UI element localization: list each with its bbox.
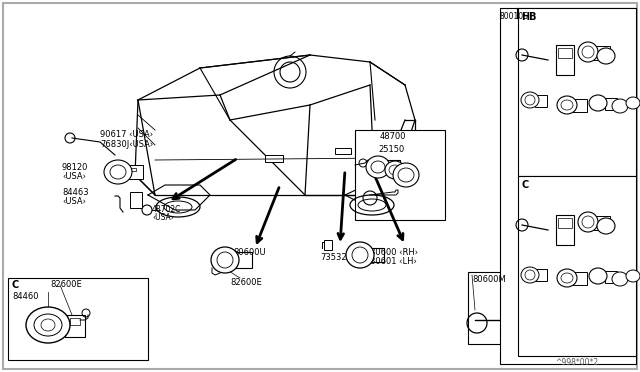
Text: 80600 ‹RH›: 80600 ‹RH› — [370, 248, 418, 257]
Text: 80600U: 80600U — [233, 248, 266, 257]
Ellipse shape — [578, 42, 598, 62]
Bar — [384, 160, 400, 174]
Text: 84463: 84463 — [62, 188, 88, 197]
Text: 48702C: 48702C — [152, 205, 181, 214]
Bar — [605, 271, 617, 283]
Text: 73532E: 73532E — [320, 253, 352, 262]
Bar — [518, 8, 636, 176]
Ellipse shape — [521, 92, 539, 108]
Bar — [573, 99, 587, 112]
Ellipse shape — [211, 247, 239, 273]
Bar — [535, 269, 547, 281]
Ellipse shape — [597, 48, 615, 64]
Text: 98120: 98120 — [62, 163, 88, 172]
Ellipse shape — [626, 97, 640, 109]
Ellipse shape — [366, 156, 390, 178]
Bar — [366, 248, 384, 262]
Ellipse shape — [557, 269, 577, 287]
Ellipse shape — [26, 307, 70, 343]
Bar — [125, 165, 143, 179]
Ellipse shape — [557, 96, 577, 114]
Bar — [355, 130, 445, 220]
Bar — [335, 148, 351, 154]
Ellipse shape — [589, 268, 607, 284]
Ellipse shape — [521, 267, 539, 283]
Bar — [594, 46, 610, 60]
Ellipse shape — [626, 270, 640, 282]
Text: 80010S: 80010S — [500, 12, 529, 21]
Text: HB: HB — [521, 12, 536, 22]
Text: 90617 ‹USA›: 90617 ‹USA› — [100, 130, 153, 139]
Bar — [535, 95, 547, 107]
Bar — [556, 215, 574, 245]
Circle shape — [142, 205, 152, 215]
Bar — [130, 192, 142, 208]
Ellipse shape — [385, 161, 405, 179]
Text: ‹USA›: ‹USA› — [62, 172, 86, 181]
Bar — [558, 48, 572, 58]
Text: 25150: 25150 — [378, 145, 404, 154]
Ellipse shape — [589, 95, 607, 111]
Bar — [65, 315, 85, 337]
Text: C: C — [12, 280, 19, 290]
Bar — [558, 218, 572, 228]
Text: 48700: 48700 — [380, 132, 406, 141]
Bar — [518, 176, 636, 356]
Ellipse shape — [393, 163, 419, 187]
Text: 84460: 84460 — [12, 292, 38, 301]
Bar — [468, 272, 568, 344]
Bar — [8, 278, 148, 360]
Bar — [500, 8, 636, 364]
Bar — [573, 272, 587, 285]
Ellipse shape — [578, 212, 598, 232]
Text: 80601 ‹LH›: 80601 ‹LH› — [370, 257, 417, 266]
Bar — [605, 98, 617, 110]
Bar — [126, 168, 136, 171]
Ellipse shape — [612, 99, 628, 113]
Text: ‹USA›: ‹USA› — [152, 213, 174, 222]
Bar — [594, 216, 610, 230]
Bar — [232, 252, 252, 268]
Text: 76830J‹USA›: 76830J‹USA› — [100, 140, 153, 149]
Text: ‹USA›: ‹USA› — [62, 197, 86, 206]
Bar — [324, 240, 332, 250]
Bar — [528, 312, 542, 328]
Text: ^998*00*2: ^998*00*2 — [555, 358, 598, 367]
Text: 82600E: 82600E — [50, 280, 82, 289]
Bar — [265, 155, 283, 162]
Bar — [556, 45, 574, 75]
Ellipse shape — [346, 242, 374, 268]
Ellipse shape — [104, 160, 132, 184]
Text: C: C — [521, 180, 528, 190]
Bar — [70, 318, 80, 325]
Text: 80600M: 80600M — [472, 275, 506, 284]
Ellipse shape — [612, 272, 628, 286]
Ellipse shape — [597, 218, 615, 234]
Text: 82600E: 82600E — [230, 278, 262, 287]
